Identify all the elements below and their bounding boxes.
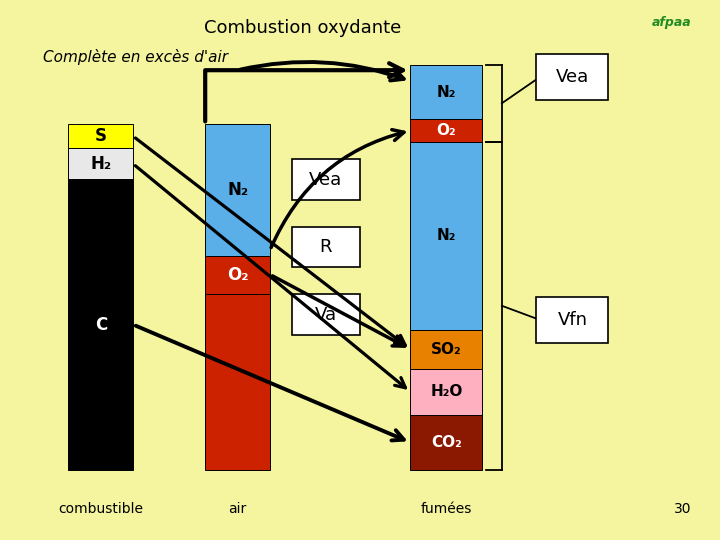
Bar [68,124,133,148]
Text: O₂: O₂ [227,266,248,284]
Bar [410,119,482,141]
Text: R: R [320,238,332,256]
FancyBboxPatch shape [292,227,360,267]
Bar [410,330,482,368]
Text: 30: 30 [674,502,691,516]
Text: Va: Va [315,306,337,323]
Text: Combustion oxydante: Combustion oxydante [204,19,401,37]
Text: H₂O: H₂O [431,384,462,400]
FancyBboxPatch shape [292,294,360,335]
FancyBboxPatch shape [536,54,608,100]
Bar [205,255,270,294]
Text: N₂: N₂ [437,228,456,244]
Bar [205,294,270,470]
Text: air: air [228,502,247,516]
Text: Complète en excès d'air: Complète en excès d'air [43,49,228,65]
Bar [68,148,133,179]
Bar [410,368,482,415]
Bar [410,141,482,330]
Bar [68,179,133,470]
Text: H₂: H₂ [90,155,112,173]
Text: afpaa: afpaa [652,16,691,29]
Bar [410,65,482,119]
Text: N₂: N₂ [437,85,456,100]
Bar [205,124,270,255]
Text: S: S [95,127,107,145]
FancyBboxPatch shape [536,297,608,343]
Text: combustible: combustible [58,502,143,516]
Bar [410,415,482,470]
FancyBboxPatch shape [292,159,360,200]
Text: N₂: N₂ [227,181,248,199]
Text: C: C [94,316,107,334]
Text: Vea: Vea [556,68,589,86]
Text: Vfn: Vfn [557,311,588,329]
Text: SO₂: SO₂ [431,342,462,357]
Text: O₂: O₂ [436,123,456,138]
Text: fumées: fumées [420,502,472,516]
Text: Vea: Vea [309,171,343,188]
Text: CO₂: CO₂ [431,435,462,450]
